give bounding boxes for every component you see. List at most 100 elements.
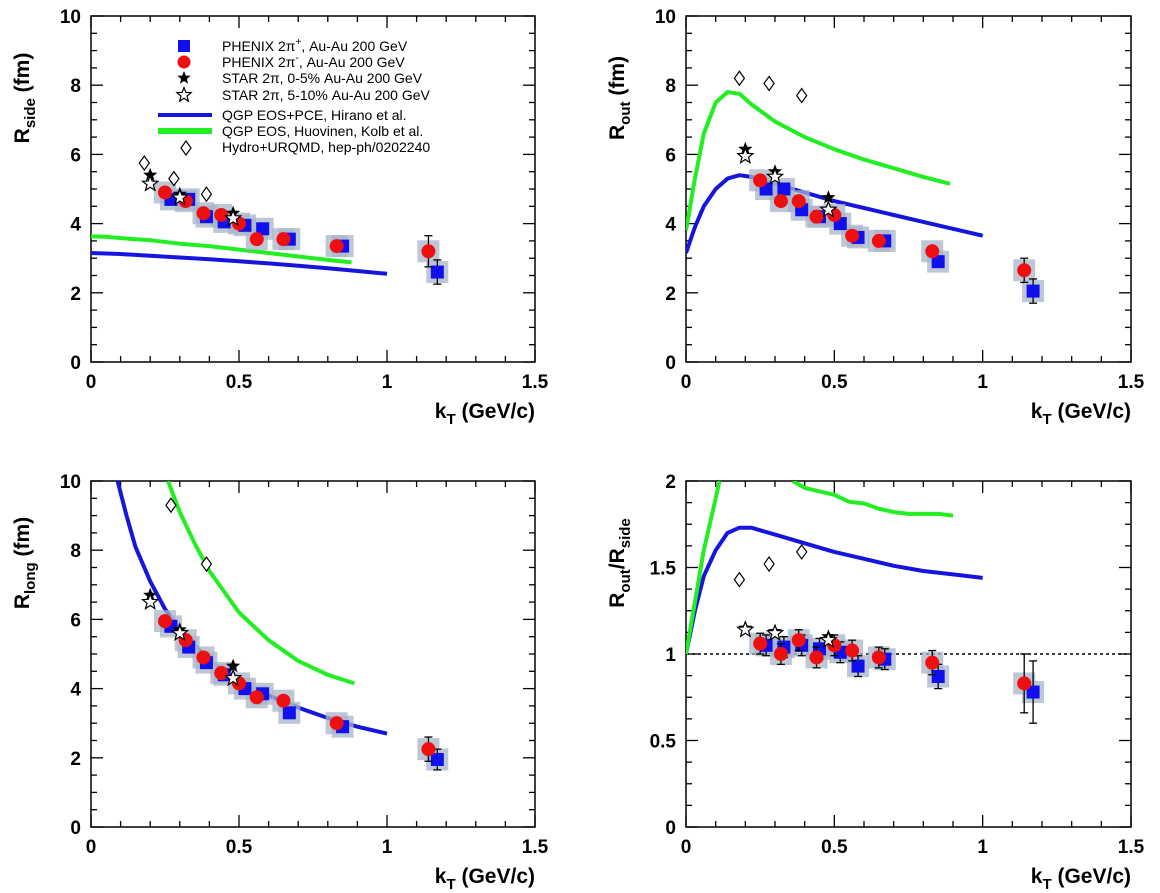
legend-label-phenix-minus: PHENIX 2π-, Au-Au 200 GeV: [222, 53, 405, 70]
legend-label-qgp-huovinen: QGP EOS, Huovinen, Kolb et al.: [222, 123, 423, 139]
point-phenix-minus: [809, 650, 824, 665]
point-urqmd: [795, 543, 808, 560]
point-phenix-plus: [282, 706, 296, 720]
point-phenix-minus: [214, 207, 229, 222]
y-tick-label: 10: [655, 7, 676, 28]
point-phenix-minus: [158, 185, 172, 200]
point-urqmd: [795, 87, 808, 104]
point-phenix-minus: [871, 233, 886, 248]
curve-qgp-huovinen: [91, 234, 352, 265]
point-urqmd: [763, 556, 775, 573]
point-phenix-minus: [1017, 676, 1032, 691]
point-star-semi: [141, 592, 160, 610]
point-star-semi: [140, 174, 160, 192]
y-axis-label: Rlong (fm): [11, 517, 39, 609]
point-phenix-minus: [421, 244, 436, 259]
x-tick-label: 0.5: [821, 837, 848, 858]
point-phenix-minus: [845, 643, 860, 658]
point-star-central: [821, 190, 836, 204]
plot-area: [686, 70, 1045, 304]
point-phenix-minus: [925, 655, 940, 670]
point-phenix-minus: [753, 173, 768, 188]
x-axis-label: kT (GeV/c): [435, 865, 535, 893]
point-phenix-minus: [329, 716, 344, 731]
panel-rout: 0 0.5 1 1.5 0 2 4 6 8 10 kT (GeV/c) Rout (fm): [606, 7, 1145, 428]
x-tick-label: 1: [977, 372, 988, 393]
point-phenix-plus: [931, 669, 945, 683]
y-tick-label: 8: [665, 76, 676, 97]
x-axis-label: kT (GeV/c): [1031, 400, 1131, 428]
y-tick-label: 1.5: [650, 559, 677, 580]
point-phenix-minus: [249, 690, 264, 705]
point-star-semi: [223, 668, 243, 687]
point-phenix-plus: [430, 753, 444, 767]
x-tick-label: 1.5: [1118, 837, 1145, 858]
point-star-semi: [223, 208, 243, 227]
legend-star-filled-shape: [177, 71, 191, 84]
x-tick-label: 0: [86, 372, 97, 393]
y-tick-label: 8: [70, 541, 81, 562]
curve-qgp-pce: [686, 525, 983, 655]
x-tick-label: 0.5: [226, 837, 253, 858]
point-phenix-minus: [871, 650, 886, 665]
x-tick-label: 1.5: [1118, 372, 1145, 393]
y-tick-label: 10: [60, 472, 81, 493]
y-tick-label: 4: [665, 215, 676, 236]
y-tick-label: 2: [70, 749, 81, 770]
point-urqmd: [165, 497, 177, 514]
y-axis-label: Rout/Rside: [606, 518, 634, 608]
legend-diamond-shape: [180, 139, 192, 157]
x-tick-label: 0.5: [226, 372, 253, 393]
y-tick-label: 2: [665, 472, 676, 493]
y-tick-label: 6: [665, 145, 676, 166]
point-phenix-plus: [851, 659, 865, 673]
y-tick-label: 4: [70, 680, 81, 701]
x-tick-label: 1.5: [522, 372, 549, 393]
x-tick-label: 1: [382, 372, 393, 393]
point-star-semi: [170, 188, 190, 206]
x-tick-label: 0: [86, 837, 97, 858]
y-tick-label: 0.5: [650, 732, 677, 753]
point-urqmd: [733, 571, 746, 588]
point-star-semi: [736, 146, 755, 164]
legend-marker-phenix-minus: [177, 55, 191, 69]
point-phenix-minus: [276, 693, 291, 708]
x-tick-label: 1.5: [522, 837, 549, 858]
point-phenix-plus: [1026, 284, 1040, 298]
y-tick-label: 0: [665, 353, 676, 374]
point-star-semi: [170, 623, 190, 642]
point-star-central: [225, 658, 241, 673]
y-tick-label: 2: [665, 284, 676, 305]
point-star-semi: [736, 620, 755, 638]
x-tick-label: 1: [977, 837, 988, 858]
point-phenix-minus: [214, 666, 229, 681]
plot-area: [686, 481, 1045, 724]
point-phenix-minus: [773, 194, 788, 209]
point-urqmd: [200, 556, 213, 573]
x-tick-label: 1: [382, 837, 393, 858]
legend: PHENIX 2π+, Au-Au 200 GeV PHENIX 2π-, Au…: [158, 37, 430, 157]
point-star-semi: [819, 200, 838, 218]
point-phenix-minus: [158, 614, 172, 629]
x-tick-label: 0.5: [821, 372, 848, 393]
panel-rlong: 0 0.5 1 1.5 0 2 4 6 8 10 kT (GeV/c) Rlong (fm): [11, 472, 549, 893]
legend-label-star-semi: STAR 2π, 5-10% Au-Au 200 GeV: [222, 87, 430, 103]
x-axis-label: kT (GeV/c): [1031, 865, 1131, 893]
plot-frame: [90, 480, 536, 828]
y-tick-label: 6: [70, 610, 81, 631]
point-urqmd: [763, 75, 775, 92]
point-phenix-minus: [809, 209, 824, 224]
plot-area: [91, 155, 449, 285]
y-tick-label: 8: [70, 76, 81, 97]
point-phenix-plus: [430, 265, 444, 279]
curve-qgp-pce: [91, 251, 388, 276]
legend-label-star-central: STAR 2π, 0-5% Au-Au 200 GeV: [222, 70, 423, 86]
point-urqmd: [733, 70, 746, 87]
point-phenix-minus: [196, 206, 211, 221]
legend-label-phenix-plus: PHENIX 2π+, Au-Au 200 GeV: [222, 37, 408, 54]
point-star-semi: [765, 167, 785, 185]
panel-rside: 0 0.5 1 1.5 0 2 4 6 8 10 kT (GeV/c) Rside (fm): [11, 7, 549, 428]
point-urqmd: [138, 155, 151, 172]
point-phenix-minus: [1017, 263, 1032, 278]
